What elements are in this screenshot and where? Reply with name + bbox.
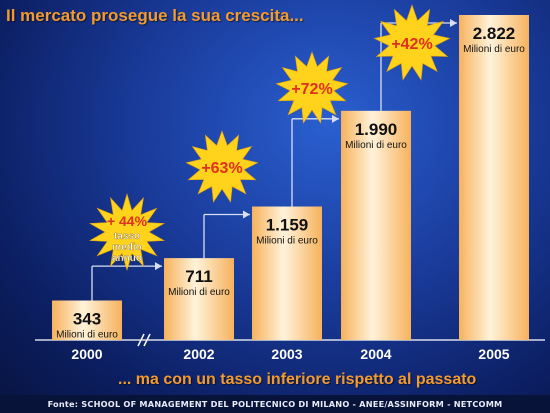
category-label-2003: 2003: [271, 346, 302, 362]
page-title: Il mercato prosegue la sua crescita...: [6, 6, 304, 25]
bar-2004: [341, 110, 411, 340]
unit-label-2003: Milioni di euro: [256, 236, 318, 247]
unit-label-2004: Milioni di euro: [345, 140, 407, 151]
growth-arrowhead-1: [155, 262, 162, 271]
bar-2005: [459, 15, 529, 340]
bar-2000: [52, 300, 122, 340]
growth-label-1: + 44%: [107, 213, 148, 229]
growth-label-2: +63%: [201, 160, 242, 177]
axis-break-mark: [137, 333, 145, 347]
growth-note-word: tasso: [114, 231, 140, 242]
growth-arrowhead-4: [450, 19, 457, 27]
value-label-2005: 2.822: [473, 24, 516, 43]
category-label-2000: 2000: [71, 346, 102, 362]
starburst-4: [373, 4, 451, 81]
page-subtitle: ... ma con un tasso inferiore rispetto a…: [118, 371, 477, 388]
value-label-2000: 343: [73, 309, 101, 328]
category-label-2002: 2002: [183, 346, 214, 362]
growth-note-word: medio: [112, 242, 141, 253]
unit-label-2002: Milioni di euro: [168, 287, 230, 298]
growth-arrowhead-3: [332, 114, 339, 123]
bar-2003: [252, 206, 322, 340]
starburst-2: [185, 130, 259, 203]
growth-arrowhead-2: [243, 210, 250, 219]
starburst-3: [275, 51, 349, 124]
source-note: Fonte: SCHOOL OF MANAGEMENT DEL POLITECN…: [0, 395, 550, 413]
starburst-1: [88, 192, 166, 272]
category-label-2005: 2005: [478, 346, 509, 362]
value-label-2002: 711: [185, 267, 212, 286]
axis-break-mark: [143, 333, 151, 347]
value-label-2004: 1.990: [355, 120, 398, 139]
value-label-2003: 1.159: [266, 216, 309, 235]
category-label-2004: 2004: [360, 346, 391, 362]
growth-label-4: +42%: [391, 36, 432, 53]
growth-note-word: annuo: [112, 253, 142, 264]
growth-label-3: +72%: [291, 81, 332, 98]
unit-label-2005: Milioni di euro: [463, 44, 525, 55]
unit-label-2000: Milioni di euro: [56, 329, 118, 340]
bar-2002: [164, 258, 234, 340]
